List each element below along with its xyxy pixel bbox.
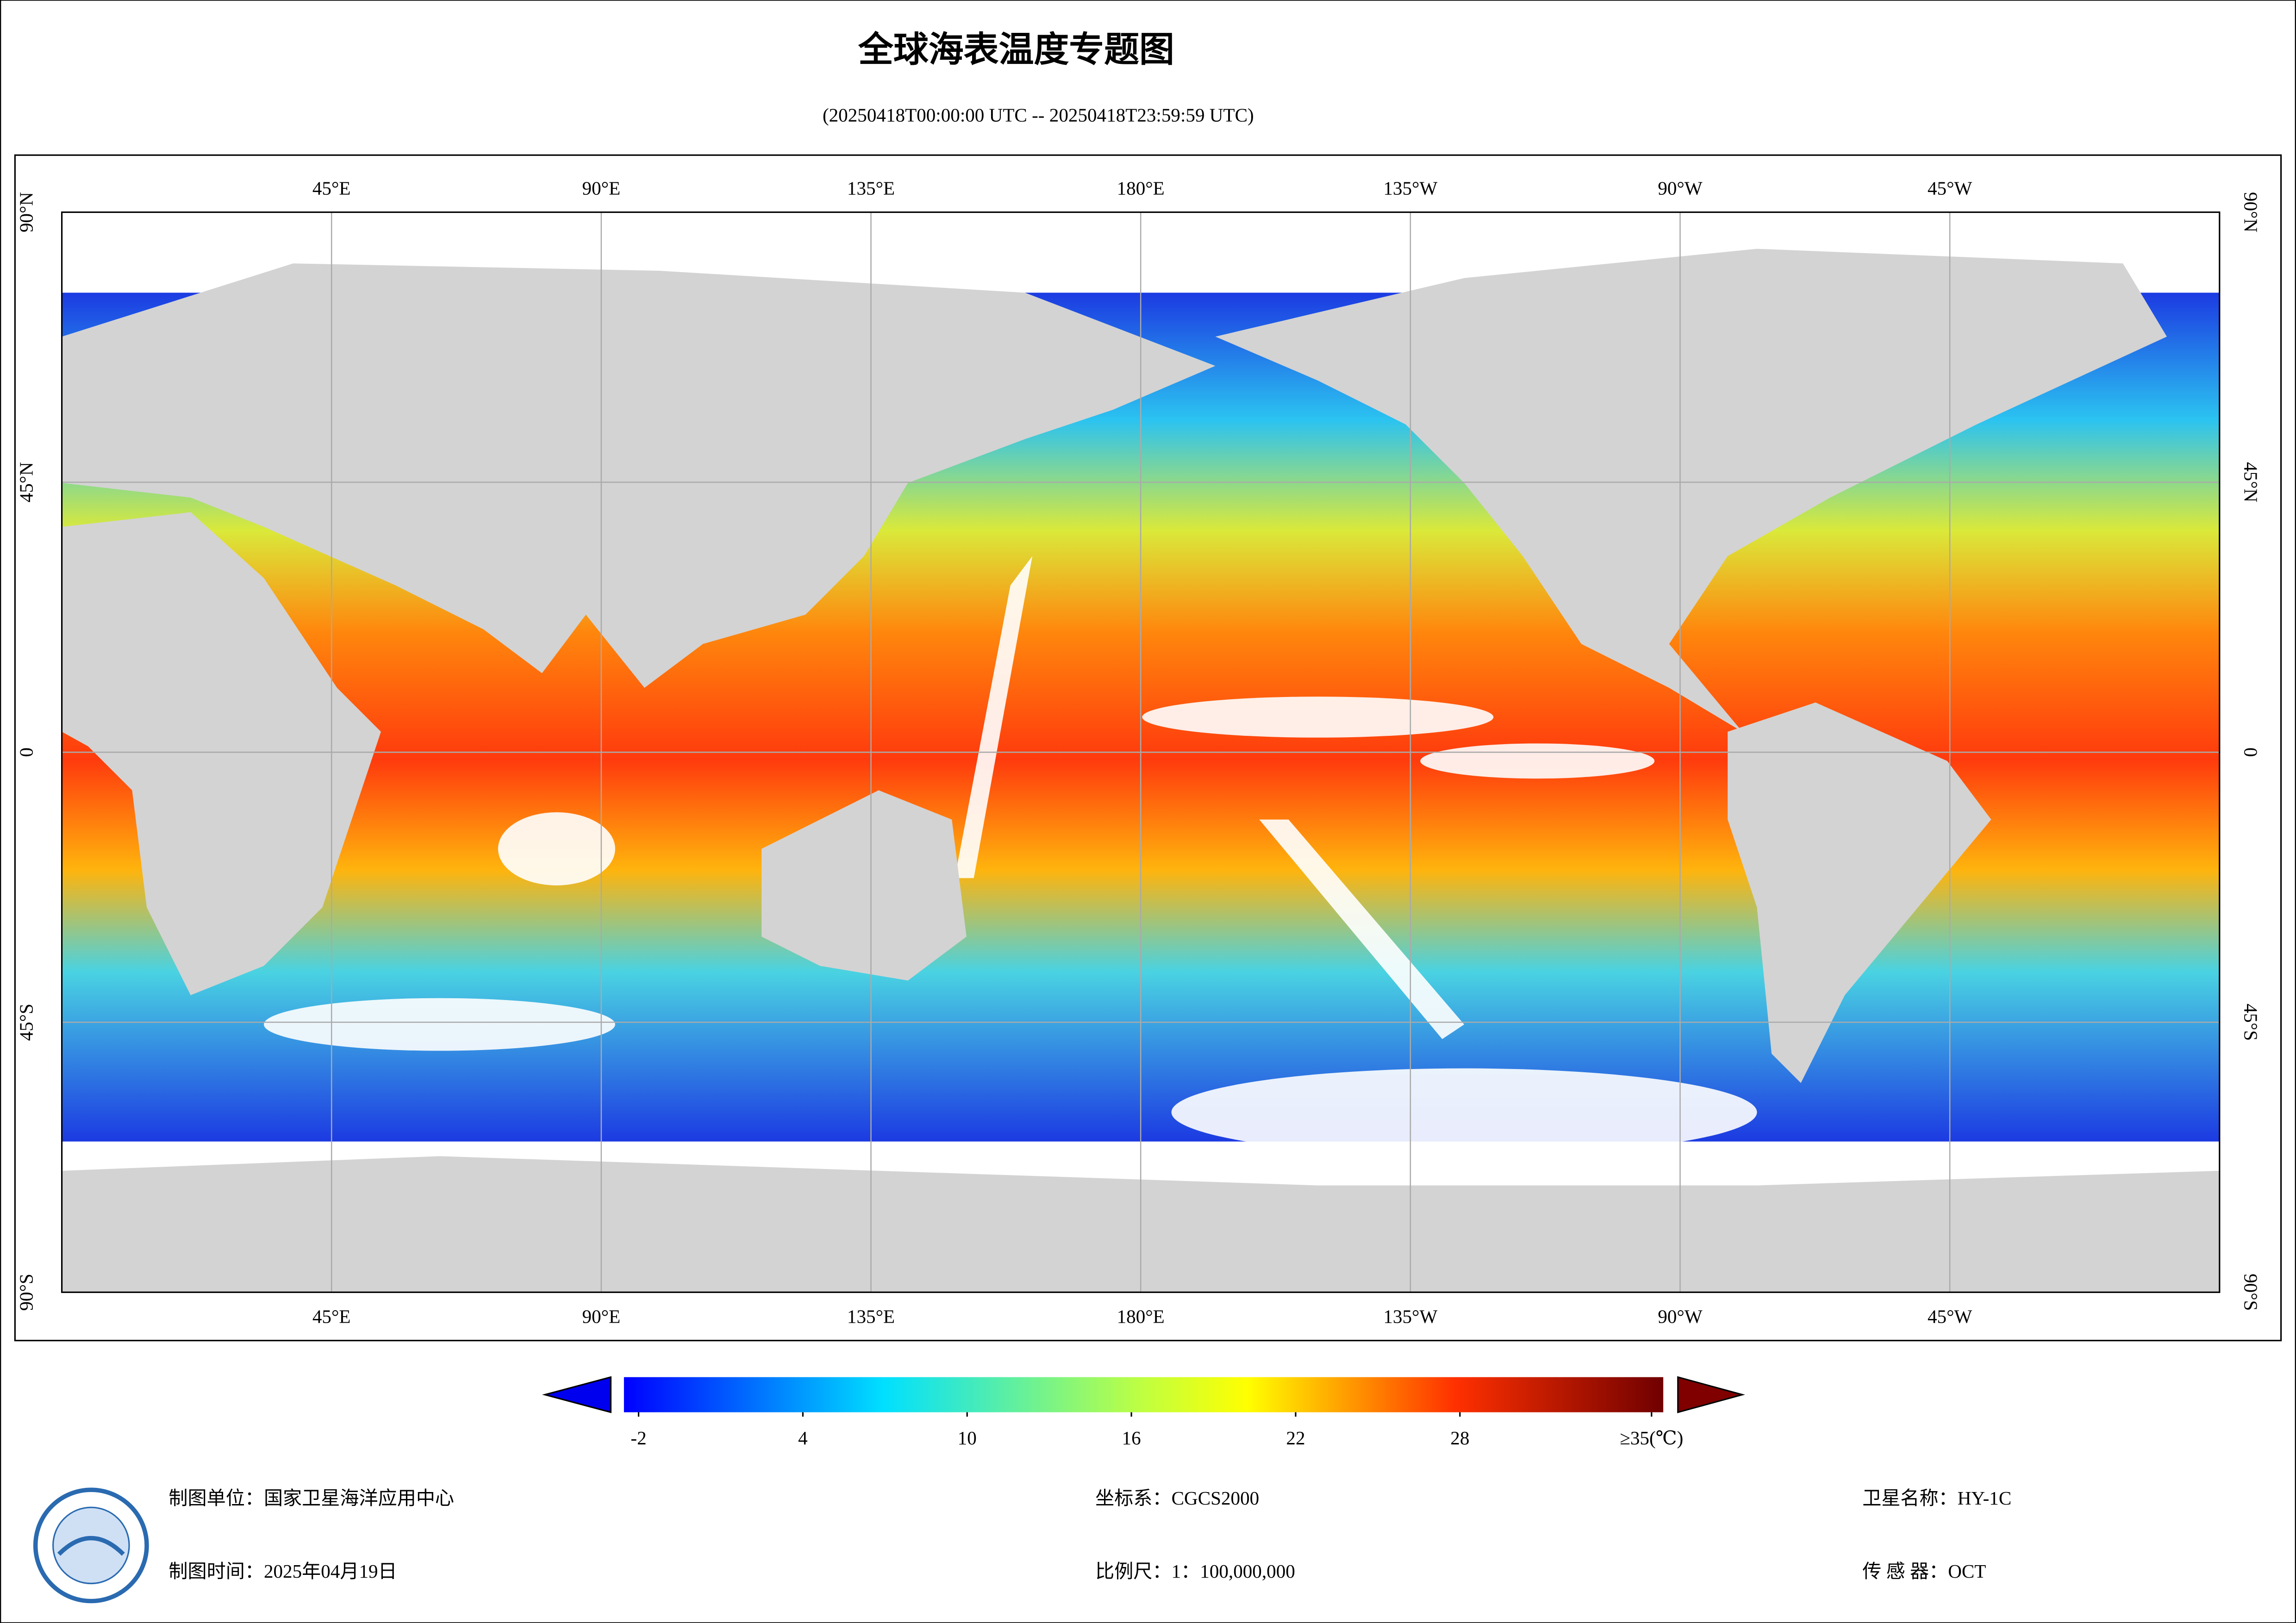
colorbar-label: 28 (1450, 1427, 1469, 1449)
lon-label: 45°W (1928, 178, 1972, 199)
north-america (1215, 249, 2167, 732)
colorbar-label: 4 (798, 1427, 808, 1449)
lat-label: 0 (2240, 747, 2262, 757)
lon-label: 90°E (582, 178, 621, 199)
subtitle: (20250418T00:00:00 UTC -- 20250418T23:59… (823, 104, 1254, 126)
lon-label: 135°W (1383, 1306, 1437, 1327)
footer-satellite: 卫星名称：HY-1C (1862, 1487, 2011, 1509)
lat-label: 45°N (2240, 462, 2262, 502)
lat-label: 45°S (15, 1004, 37, 1041)
colorbar-low-arrow (542, 1376, 612, 1413)
south-america (1728, 702, 1991, 1083)
frame (14, 154, 2282, 1342)
australia (761, 790, 967, 981)
lat-label: 0 (15, 747, 37, 757)
colorbar-label: ≥35(℃) (1620, 1427, 1683, 1449)
lon-label: 180°E (1117, 178, 1165, 199)
colorbar-label: -2 (630, 1427, 646, 1449)
logo (33, 1487, 149, 1604)
colorbar-high-arrow (1677, 1376, 1745, 1413)
colorbar-label: 16 (1122, 1427, 1141, 1449)
footer-crs: 坐标系：CGCS2000 (1095, 1487, 1259, 1509)
eurasia (62, 263, 1216, 688)
lat-label: 90°S (2240, 1274, 2262, 1311)
lat-label: 45°N (15, 462, 37, 502)
title: 全球海表温度专题图 (858, 29, 1174, 70)
lat-label: 90°N (2240, 192, 2262, 232)
lon-label: 90°W (1658, 1306, 1703, 1327)
colorbar-label: 10 (958, 1427, 977, 1449)
lon-label: 45°W (1928, 1306, 1972, 1327)
lon-label: 180°E (1117, 1306, 1165, 1327)
lat-label: 45°S (2240, 1004, 2262, 1041)
africa (62, 512, 381, 995)
lon-label: 135°E (847, 178, 895, 199)
footer-time: 制图时间：2025年04月19日 (168, 1561, 397, 1582)
lon-label: 45°E (312, 178, 351, 199)
lon-label: 90°E (582, 1306, 621, 1327)
footer-unit: 制图单位：国家卫星海洋应用中心 (168, 1487, 454, 1509)
lon-label: 135°E (847, 1306, 895, 1327)
colorbar-label: 22 (1286, 1427, 1305, 1449)
colorbar (624, 1377, 1664, 1412)
lon-label: 135°W (1383, 178, 1437, 199)
lat-label: 90°S (15, 1274, 37, 1311)
lat-label: 90°N (15, 192, 37, 232)
map-border (61, 211, 2221, 1293)
footer-scale: 比例尺：1：100,000,000 (1095, 1561, 1295, 1582)
footer-sensor: 传 感 器：OCT (1862, 1561, 1986, 1582)
lon-label: 45°E (312, 1306, 351, 1327)
lon-label: 90°W (1658, 178, 1703, 199)
